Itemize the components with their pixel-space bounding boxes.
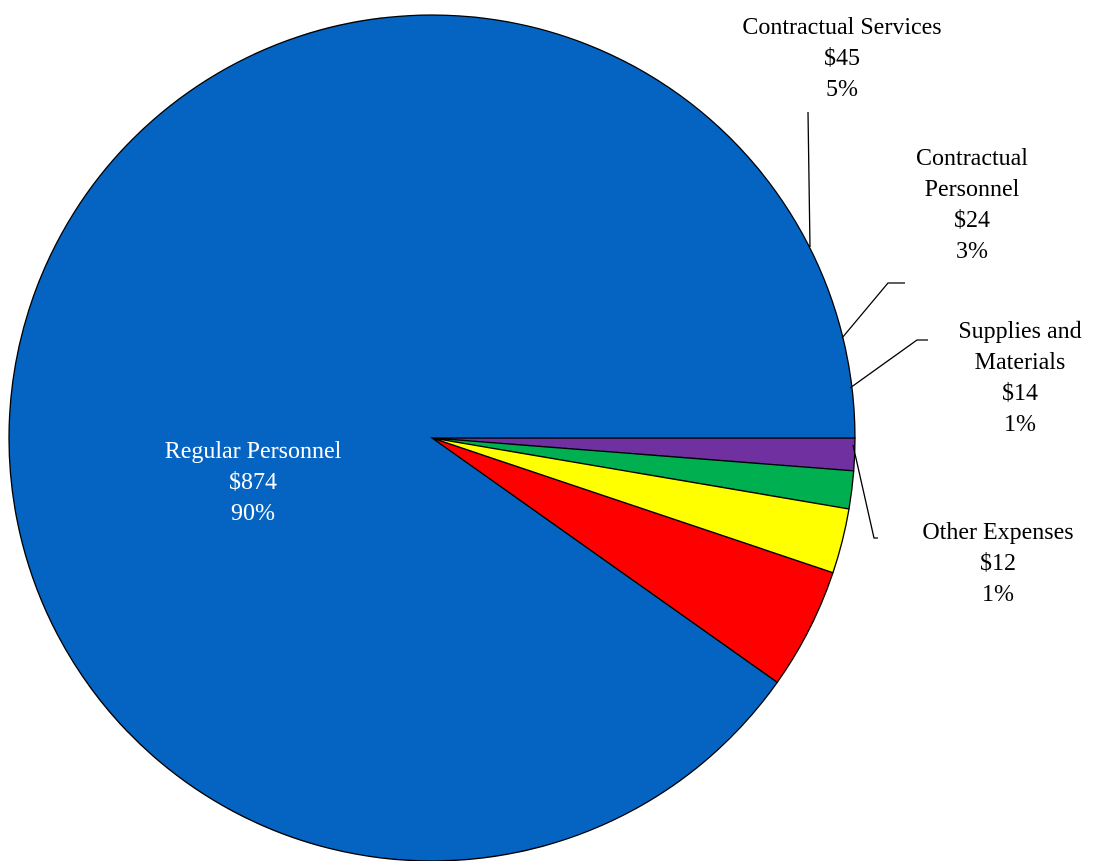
data-label-line: Supplies and [958, 318, 1081, 344]
data-label-line: $45 [824, 45, 860, 71]
data-label-supplies-and-materials: Supplies and Materials $14 1% [958, 318, 1081, 437]
data-label-line: $14 [1002, 380, 1038, 406]
labels-layer: Regular Personnel $874 90% Contractual Serv… [165, 14, 1082, 607]
data-label-line: $24 [954, 207, 990, 233]
pie-slice-regular-personnel [8, 14, 856, 861]
data-label-contractual-services: Contractual Services $45 5% [742, 14, 941, 102]
data-label-line: 90% [231, 500, 275, 526]
data-label-line: Other Expenses [922, 519, 1073, 545]
data-label-regular-personnel: Regular Personnel $874 90% [165, 438, 342, 526]
leader-line-contractual-services [807, 111, 811, 248]
data-label-line: 1% [1004, 411, 1036, 437]
leader-line-other-expenses [852, 444, 878, 539]
data-label-line: Materials [975, 349, 1066, 375]
data-label-contractual-personnel: Contractual Personnel $24 3% [916, 145, 1028, 264]
data-label-line: $12 [980, 550, 1016, 576]
data-label-line: 1% [982, 581, 1014, 607]
leaders-layer [807, 111, 928, 539]
data-label-line: $874 [229, 469, 277, 495]
data-label-other-expenses: Other Expenses $12 1% [922, 519, 1073, 607]
data-label-line: Contractual [916, 145, 1028, 171]
slices-layer [8, 14, 856, 861]
leader-line-supplies-and-materials [849, 339, 928, 389]
data-label-line: Personnel [925, 176, 1020, 202]
leader-line-contractual-personnel [841, 282, 905, 339]
data-label-line: Regular Personnel [165, 438, 342, 464]
data-label-line: Contractual Services [742, 14, 941, 40]
data-label-line: 5% [826, 76, 858, 102]
data-label-line: 3% [956, 238, 988, 264]
